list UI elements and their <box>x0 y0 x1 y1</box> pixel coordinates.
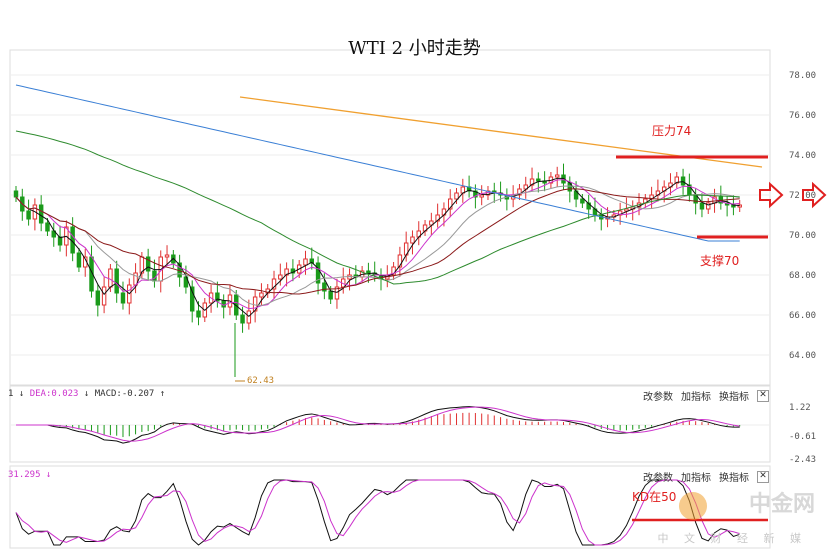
candle-body <box>101 286 107 306</box>
macd-buttons: 改参数 加指标 换指标 ✕ <box>643 388 769 403</box>
candle-body <box>523 184 528 190</box>
low-label: 62.43 <box>247 376 274 386</box>
macd-tick-label: 1.22 <box>789 403 811 413</box>
y-tick-label: 78.00 <box>789 71 816 81</box>
candle-body <box>196 310 201 318</box>
candle-body <box>366 270 371 274</box>
add-indicator-button[interactable]: 加指标 <box>681 392 711 403</box>
watermark-sub: 中 文 财 经 新 媒 <box>657 532 807 545</box>
kd-buttons: 改参数 加指标 换指标 ✕ <box>643 469 769 484</box>
candle-body <box>221 300 226 308</box>
candle-body <box>38 204 44 224</box>
change-params-button-2[interactable]: 改参数 <box>643 473 673 484</box>
candle-body <box>303 258 308 266</box>
ma-line-magenta <box>15 179 740 310</box>
candle-body <box>315 262 321 284</box>
candle-body <box>45 222 50 232</box>
close-icon-2[interactable]: ✕ <box>757 470 769 483</box>
kd-panel-frame <box>9 465 771 549</box>
support-label: 支撑70 <box>700 254 740 268</box>
ma-line-blue <box>15 84 740 242</box>
add-indicator-button-2[interactable]: 加指标 <box>681 473 711 484</box>
candle-body <box>334 286 340 300</box>
candle-body <box>152 270 157 282</box>
resistance-label: 压力74 <box>652 124 692 138</box>
switch-indicator-button[interactable]: 换指标 <box>719 392 749 403</box>
kd-k-line <box>15 479 740 546</box>
candle-body <box>57 236 63 246</box>
y-tick-label: 66.00 <box>789 311 816 321</box>
candle-body <box>114 268 119 294</box>
candle-body <box>145 256 151 272</box>
chart-title: WTI 2 小时走势 <box>348 38 481 59</box>
candle-body <box>699 202 705 210</box>
candle-body <box>76 252 82 268</box>
y-tick-label: 64.00 <box>789 351 816 361</box>
trend-line <box>239 96 763 168</box>
candle-body <box>447 198 453 210</box>
candle-body <box>95 290 101 306</box>
candle-body <box>680 176 686 186</box>
candle-body <box>435 214 440 222</box>
macd-tick-label: -0.61 <box>789 432 816 442</box>
candle-body <box>189 286 195 312</box>
close-icon[interactable]: ✕ <box>757 389 769 402</box>
candle-body <box>624 208 629 212</box>
y-tick-label: 74.00 <box>789 151 816 161</box>
y-tick-label: 70.00 <box>789 231 816 241</box>
candle-body <box>164 254 170 258</box>
candle-body <box>706 202 711 210</box>
y-tick-label: 76.00 <box>789 111 816 121</box>
candle-body <box>278 274 283 280</box>
watermark-logo-icon <box>679 492 707 520</box>
macd-panel-frame <box>9 385 771 463</box>
macd-dea-line <box>16 406 740 442</box>
candle-body <box>479 194 484 198</box>
ma-line-darkred <box>15 188 740 295</box>
ma-line-green <box>15 130 740 285</box>
candle-body <box>429 220 434 226</box>
kd-label: 31.295 ↓ <box>8 470 52 480</box>
switch-indicator-button-2[interactable]: 换指标 <box>719 473 749 484</box>
macd-label: 1 ↓ DEA:0.023 ↓ MACD:-0.207 ↑ <box>8 389 166 399</box>
candle-body <box>271 278 277 290</box>
candle-body <box>26 210 31 220</box>
candle-body <box>328 290 333 300</box>
candle-body <box>517 188 522 196</box>
candle-body <box>454 192 459 200</box>
candle-body <box>246 310 252 324</box>
main-panel-frame <box>9 49 771 386</box>
macd-tick-label: -2.43 <box>789 455 816 465</box>
kd-d-line <box>15 479 740 546</box>
y-tick-label: 68.00 <box>789 271 816 281</box>
candle-body <box>120 292 126 304</box>
candle-body <box>737 204 742 208</box>
candle-body <box>536 178 541 182</box>
watermark-logo: 中金网 <box>748 492 815 517</box>
candle-body <box>674 176 680 184</box>
candle-body <box>108 268 113 288</box>
candle-body <box>529 178 535 186</box>
candle-body <box>580 198 585 204</box>
candle-body <box>259 292 264 298</box>
candle-body <box>13 190 19 198</box>
right-arrow-icon <box>802 181 827 209</box>
candle-body <box>322 282 327 292</box>
candle-body <box>554 174 560 178</box>
candle-body <box>397 254 403 268</box>
candle-body <box>240 314 245 324</box>
candle-body <box>473 190 478 198</box>
candle-body <box>617 210 623 216</box>
candle-body <box>410 236 415 244</box>
up-arrow-icon <box>759 181 784 209</box>
candle-body <box>215 292 220 302</box>
change-params-button[interactable]: 改参数 <box>643 392 673 403</box>
kd-annotation: KD在50 <box>632 490 677 504</box>
ma-line-grey <box>15 185 740 307</box>
